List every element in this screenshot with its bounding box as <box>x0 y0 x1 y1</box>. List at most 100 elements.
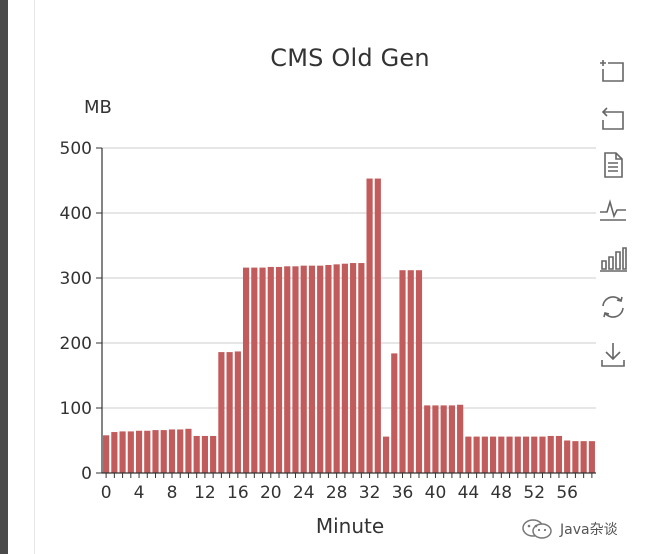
bar <box>242 267 250 473</box>
bar <box>333 264 340 473</box>
y-tick-label: 400 <box>60 204 92 224</box>
bar <box>341 263 348 473</box>
x-axis-title: Minute <box>315 514 385 538</box>
bar <box>135 430 143 473</box>
bar <box>218 352 225 473</box>
bar <box>267 266 274 473</box>
bar <box>547 435 554 473</box>
bar <box>506 436 513 473</box>
x-tick-label: 52 <box>523 483 545 503</box>
bar <box>489 436 497 473</box>
data-zoom-button[interactable] <box>598 56 628 86</box>
bar <box>234 351 241 473</box>
bar <box>564 440 571 473</box>
x-tick-label: 12 <box>194 483 216 503</box>
bar <box>555 435 563 473</box>
bar <box>366 178 373 474</box>
x-tick-label: 16 <box>227 483 249 503</box>
watermark-text: Java杂谈 <box>560 522 618 538</box>
bar <box>226 352 233 473</box>
data-view-icon <box>604 152 623 178</box>
bar <box>325 265 332 473</box>
x-tick-label: 56 <box>556 483 578 503</box>
bar <box>358 263 365 473</box>
bar <box>572 441 579 473</box>
bar <box>382 436 390 473</box>
x-tick-label: 32 <box>359 483 381 503</box>
x-tick-label: 40 <box>425 483 447 503</box>
bar <box>457 404 464 473</box>
bar <box>448 405 456 473</box>
bar <box>308 265 316 473</box>
y-tick-label: 500 <box>60 139 92 159</box>
bar-chart-icon <box>600 247 627 272</box>
save-image-icon <box>601 343 625 367</box>
bar <box>350 263 357 473</box>
bar <box>415 270 423 473</box>
x-tick-label: 44 <box>458 483 480 503</box>
save-image-button[interactable] <box>598 340 628 370</box>
bar <box>440 405 447 473</box>
zoom-reset-icon <box>601 107 624 130</box>
bar <box>580 441 587 473</box>
bar <box>514 436 521 473</box>
bar <box>498 436 505 473</box>
bar <box>275 266 283 473</box>
line-chart-icon <box>600 199 626 221</box>
y-tick-label: 300 <box>60 269 92 289</box>
bar <box>374 178 381 474</box>
y-tick-label: 0 <box>81 464 92 484</box>
restore-button[interactable] <box>598 292 628 322</box>
bar <box>424 405 431 473</box>
x-tick-label: 4 <box>134 483 145 503</box>
bar <box>465 436 472 473</box>
y-tick-label: 100 <box>60 399 92 419</box>
wechat-logo-icon <box>522 519 552 539</box>
left-panel-rail <box>0 0 8 554</box>
bar <box>317 265 324 473</box>
bar <box>522 436 530 473</box>
bar-chart-button[interactable] <box>598 244 628 274</box>
bar <box>103 435 110 473</box>
bar <box>251 267 258 473</box>
x-tick-label: 0 <box>101 483 112 503</box>
data-zoom-icon <box>600 60 624 82</box>
bar <box>399 270 406 473</box>
restore-icon <box>602 296 624 318</box>
bar <box>119 431 126 473</box>
bar <box>292 266 299 473</box>
bar <box>539 436 546 473</box>
bar <box>152 430 159 473</box>
bar <box>473 436 480 473</box>
zoom-reset-button[interactable] <box>598 104 628 134</box>
x-tick-label: 28 <box>326 483 348 503</box>
bar <box>177 429 184 473</box>
x-tick-label: 20 <box>260 483 282 503</box>
bar <box>111 432 118 473</box>
watermark: Java杂谈 <box>520 518 618 540</box>
bar <box>201 435 209 473</box>
bar <box>160 430 167 473</box>
bar <box>531 436 538 473</box>
bar <box>391 353 398 473</box>
y-tick-label: 200 <box>60 334 92 354</box>
x-tick-label: 48 <box>490 483 512 503</box>
data-view-button[interactable] <box>598 150 628 180</box>
x-tick-label: 36 <box>392 483 414 503</box>
bar <box>588 441 595 473</box>
line-chart-button[interactable] <box>598 196 628 226</box>
bar <box>284 266 291 473</box>
x-tick-label: 8 <box>167 483 178 503</box>
chart-title: CMS Old Gen <box>270 44 430 72</box>
bar <box>127 431 134 473</box>
bar <box>144 430 151 473</box>
bar <box>185 428 192 473</box>
y-axis-unit-label: MB <box>84 97 112 118</box>
bar <box>432 405 439 473</box>
panel-divider <box>34 0 35 554</box>
bar <box>300 265 307 473</box>
bar <box>210 435 217 473</box>
bar <box>259 267 266 473</box>
bar <box>481 436 488 473</box>
